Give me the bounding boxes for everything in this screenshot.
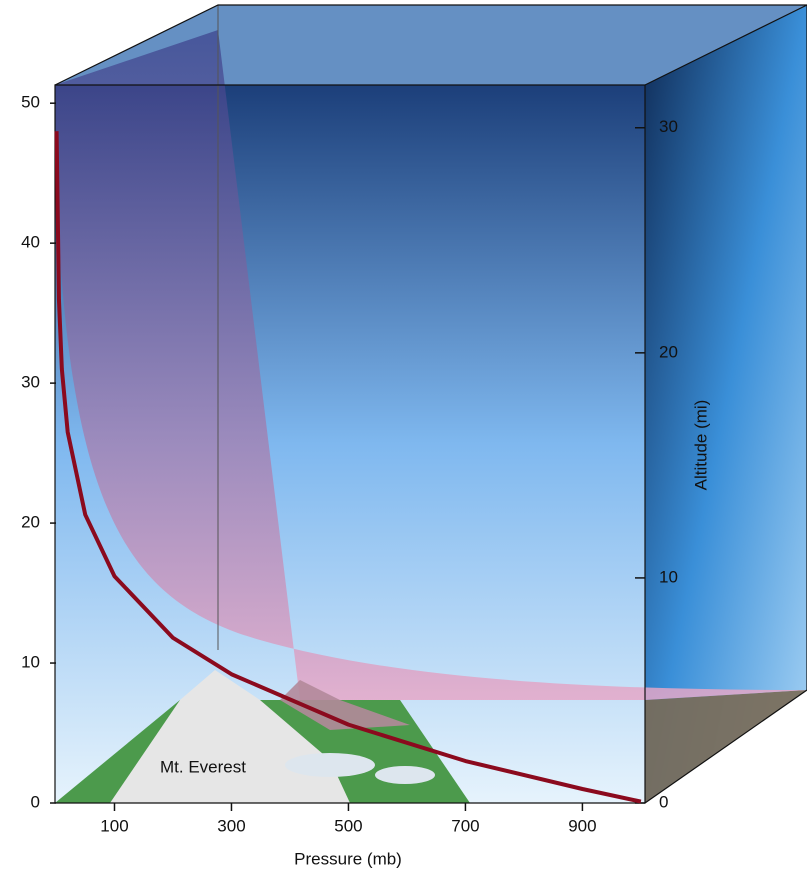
y-tick-label: 0 [31, 792, 40, 811]
x-tick-label: 700 [451, 816, 479, 835]
y2-tick-label: 10 [659, 567, 678, 586]
y2-tick-label: 30 [659, 117, 678, 136]
y2-tick-label: 0 [659, 792, 668, 811]
y-tick-label: 40 [21, 233, 40, 252]
x-tick-label: 500 [334, 816, 362, 835]
x-axis-label: Pressure (mb) [294, 849, 402, 868]
annotation: Mt. Everest [160, 757, 246, 776]
x-tick-label: 300 [217, 816, 245, 835]
y2-tick-label: 20 [659, 342, 678, 361]
y-tick-label: 20 [21, 513, 40, 532]
y2-axis-label: Altitude (mi) [691, 400, 710, 491]
chart: Pressure (mb) Altitude (mi) Mt. Everest … [0, 0, 807, 876]
x-tick-label: 100 [100, 816, 128, 835]
x-tick-label: 900 [568, 816, 596, 835]
y-tick-label: 30 [21, 373, 40, 392]
y-tick-label: 50 [21, 93, 40, 112]
y-tick-label: 10 [21, 653, 40, 672]
